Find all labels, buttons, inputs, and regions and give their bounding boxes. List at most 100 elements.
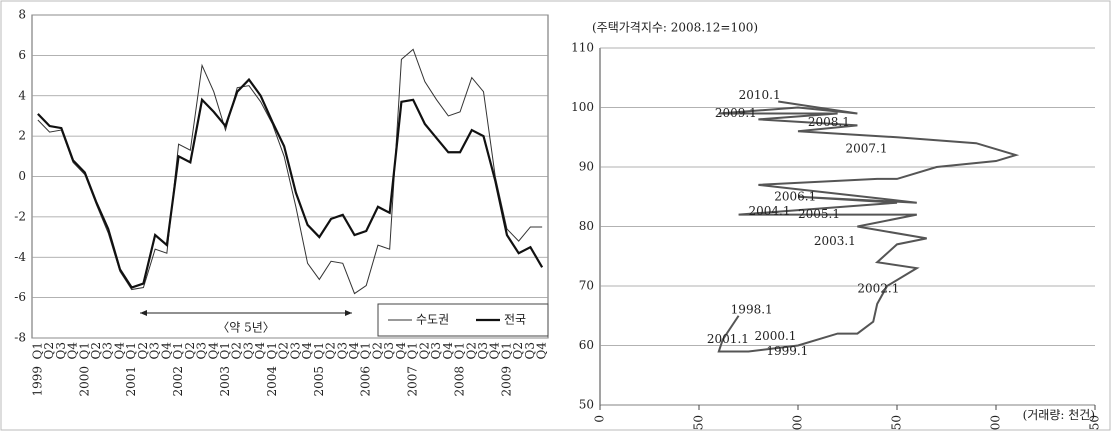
- x-tick-label: Q3: [335, 342, 349, 359]
- year-label: 2004: [265, 366, 279, 397]
- x-tick-label: 50: [692, 415, 706, 430]
- y-axis-label: (주택가격지수: 2008.12=100): [592, 21, 758, 35]
- x-tick-label: Q4: [253, 342, 267, 360]
- x-tick-label: Q3: [148, 342, 162, 359]
- point-label: 2002.1: [857, 281, 899, 295]
- point-label: 2009.1: [715, 106, 757, 120]
- x-tick-label: Q4: [66, 342, 80, 360]
- x-tick-label: 0: [593, 415, 607, 423]
- x-tick-label: Q4: [300, 342, 314, 360]
- y-tick-label: 50: [579, 398, 594, 412]
- legend-label: 수도권: [416, 313, 449, 327]
- y-tick-label: 6: [18, 48, 26, 62]
- x-tick-label: Q4: [112, 342, 126, 360]
- y-tick-label: 2: [18, 129, 26, 143]
- year-label: 2009: [499, 366, 513, 397]
- year-label: 2001: [124, 366, 138, 397]
- y-tick-label: 110: [571, 41, 594, 55]
- year-label: 2006: [359, 366, 373, 397]
- x-tick-label: Q3: [54, 342, 68, 359]
- x-tick-label: 250: [1088, 415, 1102, 431]
- x-tick-label: Q3: [241, 342, 255, 359]
- y-tick-label: -6: [14, 290, 26, 304]
- x-tick-label: Q1: [77, 342, 91, 359]
- x-tick-label: Q1: [171, 342, 185, 359]
- x-tick-label: Q1: [30, 342, 44, 359]
- point-label: 2000.1: [754, 329, 796, 343]
- y-tick-label: -2: [14, 209, 26, 223]
- x-tick-label: 100: [791, 415, 805, 431]
- x-tick-label: Q4: [441, 342, 455, 360]
- x-tick-label: Q2: [370, 342, 384, 359]
- point-label: 1998.1: [731, 302, 773, 316]
- x-tick-label: Q3: [288, 342, 302, 359]
- x-tick-label: Q4: [347, 342, 361, 360]
- x-tick-label: Q2: [136, 342, 150, 359]
- year-label: 2003: [218, 366, 232, 397]
- y-tick-label: 90: [579, 160, 594, 174]
- x-tick-label: Q2: [417, 342, 431, 359]
- legend-label: 전국: [504, 313, 526, 327]
- y-tick-label: 100: [571, 100, 594, 114]
- point-label: 2001.1: [707, 332, 749, 346]
- x-tick-label: Q4: [535, 342, 549, 360]
- point-label: 1999.1: [766, 344, 808, 358]
- x-tick-label: 150: [890, 415, 904, 431]
- x-tick-label: Q3: [382, 342, 396, 359]
- year-label: 1999: [30, 366, 44, 397]
- point-label: 2003.1: [814, 234, 856, 248]
- series-line: [717, 100, 1020, 353]
- x-tick-label: Q2: [324, 342, 338, 359]
- x-tick-label: Q1: [499, 342, 513, 359]
- legend-box: [377, 303, 549, 337]
- year-label: 2005: [312, 366, 326, 397]
- x-tick-label: Q4: [394, 342, 408, 360]
- x-axis-label: (거래량: 천건): [1023, 407, 1095, 422]
- x-tick-label: Q3: [476, 342, 490, 359]
- x-tick-label: Q2: [89, 342, 103, 359]
- x-tick-label: Q1: [359, 342, 373, 359]
- y-tick-label: -8: [14, 331, 26, 345]
- x-tick-label: Q3: [429, 342, 443, 359]
- point-label: 2010.1: [739, 88, 781, 102]
- x-tick-label: Q1: [406, 342, 420, 359]
- x-tick-label: Q2: [277, 342, 291, 359]
- point-label: 2006.1: [774, 189, 816, 203]
- y-tick-label: 80: [579, 219, 594, 233]
- y-tick-label: 0: [18, 169, 26, 183]
- point-label: 2004.1: [749, 204, 791, 218]
- point-label: 2007.1: [846, 142, 888, 156]
- x-tick-label: Q2: [183, 342, 197, 359]
- x-tick-label: Q1: [218, 342, 232, 359]
- x-tick-label: Q3: [101, 342, 115, 359]
- x-tick-label: Q2: [42, 342, 56, 359]
- x-tick-label: Q3: [195, 342, 209, 359]
- series-line: [37, 77, 544, 289]
- x-tick-label: Q1: [312, 342, 326, 359]
- point-label: 2005.1: [798, 207, 840, 221]
- x-tick-label: Q2: [511, 342, 525, 359]
- x-tick-label: Q1: [124, 342, 138, 359]
- x-tick-label: Q1: [265, 342, 279, 359]
- x-tick-label: 200: [989, 415, 1003, 431]
- y-tick-label: 60: [579, 338, 594, 352]
- x-tick-label: Q4: [488, 342, 502, 360]
- x-tick-label: Q3: [523, 342, 537, 359]
- y-tick-label: 8: [18, 8, 26, 22]
- y-tick-label: 4: [18, 88, 26, 102]
- year-label: 2002: [171, 366, 185, 397]
- point-label: 2008.1: [808, 115, 850, 129]
- x-tick-label: Q1: [453, 342, 467, 359]
- x-tick-label: Q4: [159, 342, 173, 360]
- year-label: 2008: [453, 366, 467, 397]
- x-tick-label: Q2: [464, 342, 478, 359]
- x-tick-label: Q2: [230, 342, 244, 359]
- year-label: 2007: [406, 366, 420, 397]
- x-tick-label: Q4: [206, 342, 220, 360]
- annotation: 〈약 5년〉: [217, 320, 275, 335]
- year-label: 2000: [77, 366, 91, 397]
- y-tick-label: -4: [14, 250, 26, 264]
- y-tick-label: 70: [579, 279, 594, 293]
